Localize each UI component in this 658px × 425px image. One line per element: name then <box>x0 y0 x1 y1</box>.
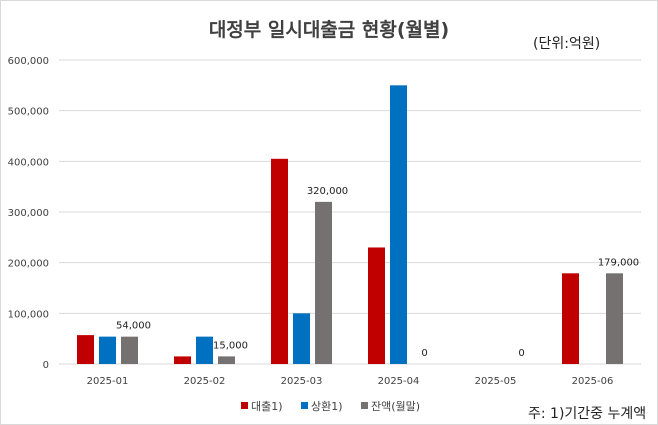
x-tick-label: 2025-04 <box>378 376 420 387</box>
y-tick-label: 100,000 <box>8 309 49 320</box>
bar-1 <box>562 273 579 364</box>
data-label: 320,000 <box>307 186 348 197</box>
bar-3 <box>315 201 332 364</box>
x-tick-label: 2025-05 <box>475 376 517 387</box>
y-tick-label: 400,000 <box>8 157 49 168</box>
x-tick-label: 2025-06 <box>572 376 614 387</box>
unit-label: (단위:억원) <box>533 36 601 52</box>
data-label: 0 <box>421 348 427 359</box>
y-tick-label: 0 <box>43 360 49 371</box>
legend-swatch <box>301 402 308 409</box>
y-tick-label: 600,000 <box>8 56 49 67</box>
legend-swatch <box>241 402 248 409</box>
bar-3 <box>606 273 623 364</box>
data-label: 179,000 <box>598 257 639 268</box>
bar-1 <box>77 335 94 364</box>
bar-1 <box>174 356 191 364</box>
legend-entry: 잔액(월말) <box>371 400 420 413</box>
data-label: 15,000 <box>213 340 248 351</box>
bar-3 <box>218 356 235 364</box>
bar-1 <box>368 247 385 364</box>
y-tick-label: 200,000 <box>8 259 49 270</box>
legend-entry: 대출1) <box>251 400 283 413</box>
legend-entry: 상환1) <box>311 400 343 413</box>
y-tick-label: 300,000 <box>8 208 49 219</box>
bar-2 <box>99 336 116 364</box>
legend-swatch <box>361 402 368 409</box>
bar-2 <box>390 85 407 364</box>
data-label: 54,000 <box>116 321 151 332</box>
bar-3 <box>121 336 138 364</box>
x-tick-label: 2025-03 <box>281 376 323 387</box>
chart-title: 대정부 일시대출금 현황(월별) <box>208 19 450 41</box>
bar-2 <box>293 313 310 364</box>
y-tick-label: 500,000 <box>8 107 49 118</box>
data-label: 0 <box>518 348 524 359</box>
x-tick-label: 2025-02 <box>184 376 226 387</box>
x-tick-label: 2025-01 <box>87 376 129 387</box>
bar-1 <box>271 158 288 364</box>
footnote: 주: 1)기간중 누계액 <box>528 406 647 422</box>
bar-2 <box>196 336 213 364</box>
